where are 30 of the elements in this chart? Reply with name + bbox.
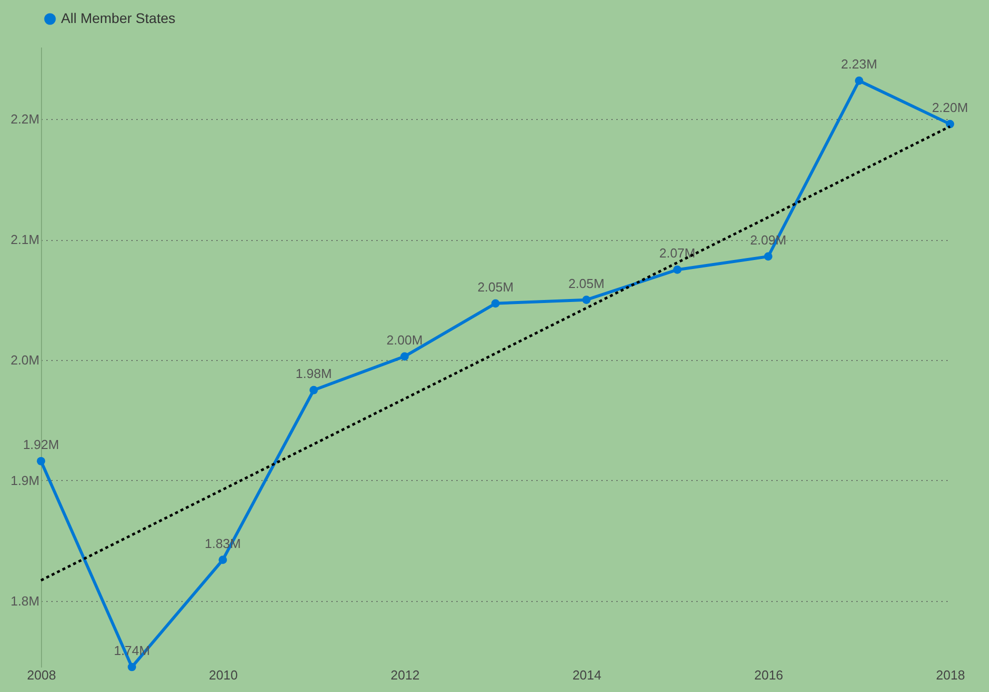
point: [673, 266, 682, 274]
data-label: 1.98M: [296, 366, 332, 382]
point: [128, 662, 136, 672]
x-tick-label: 2010: [208, 668, 238, 682]
point: [491, 299, 500, 308]
point: [582, 296, 591, 304]
data-label: 2.05M: [477, 279, 514, 294]
y-tick-label: 2.2M: [10, 112, 40, 127]
data-label: 2.05M: [568, 276, 604, 291]
point: [310, 386, 318, 394]
x-tick-label: 2012: [390, 668, 420, 682]
y-tick-label: 1.9M: [10, 472, 40, 488]
x-tick-label: 2008: [27, 668, 56, 682]
legend-label: All Member States: [61, 10, 176, 26]
x-tick-label: 2018: [936, 668, 965, 682]
point: [854, 76, 864, 85]
data-label: 2.00M: [386, 332, 423, 348]
y-tick-label: 2.0M: [10, 352, 40, 368]
data-label: 2.07M: [659, 246, 696, 261]
x-tick-label: 2016: [754, 668, 784, 682]
data-label: 2.23M: [841, 56, 878, 72]
point: [400, 352, 409, 361]
data-label: 2.20M: [932, 100, 968, 116]
y-tick-label: 2.1M: [10, 232, 40, 248]
point: [764, 252, 772, 261]
y-tick-label: 1.8M: [10, 593, 40, 608]
point: [36, 456, 46, 466]
x-tick-label: 2014: [572, 668, 602, 682]
data-label: 1.92M: [22, 437, 60, 452]
point: [218, 556, 227, 564]
